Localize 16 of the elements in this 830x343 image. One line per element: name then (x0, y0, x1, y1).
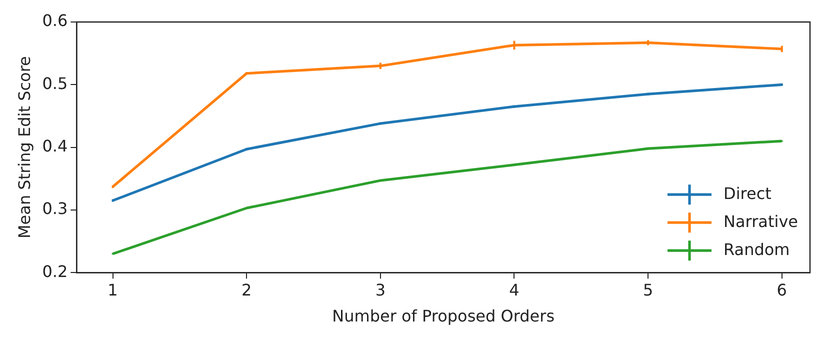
x-tick-label: 1 (108, 280, 118, 300)
legend-label: Random (724, 240, 790, 259)
y-tick-label: 0.5 (42, 74, 68, 93)
y-tick-label: 0.4 (42, 136, 68, 156)
y-axis-title: Mean String Edit Score (14, 56, 34, 239)
x-tick-label: 3 (375, 280, 386, 300)
x-tick-label: 5 (642, 280, 654, 300)
legend-label: Direct (724, 184, 772, 203)
y-tick-label: 0.3 (42, 199, 68, 218)
legend-label: Narrative (724, 212, 798, 231)
x-tick-label: 2 (242, 280, 252, 300)
y-tick-label: 0.2 (42, 262, 68, 281)
x-tick-label: 4 (509, 280, 520, 300)
y-tick-label: 0.6 (42, 11, 68, 30)
x-tick-label: 6 (776, 280, 787, 300)
x-axis-title: Number of Proposed Orders (332, 306, 555, 326)
